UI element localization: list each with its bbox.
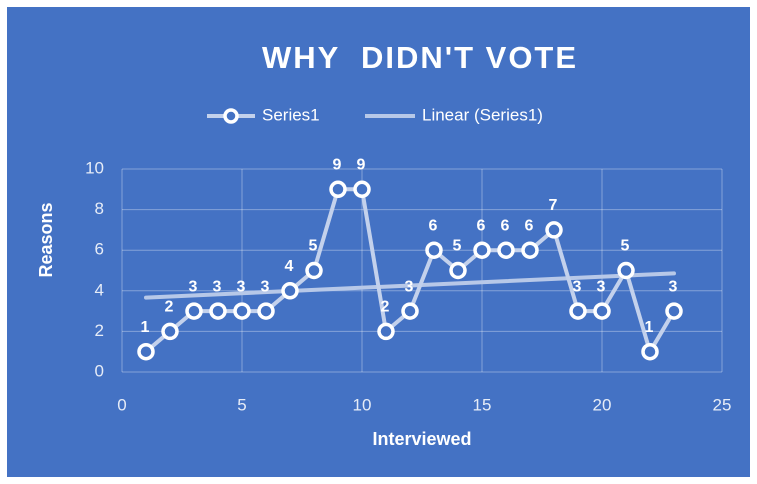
data-point <box>305 261 323 280</box>
data-label: 3 <box>261 278 270 295</box>
data-point <box>665 302 683 320</box>
data-label: 3 <box>237 278 246 295</box>
data-label: 6 <box>429 217 438 234</box>
data-label: 1 <box>645 319 654 336</box>
data-point <box>377 322 395 341</box>
data-label: 5 <box>453 238 462 255</box>
data-point <box>257 302 275 320</box>
y-tick-label: 4 <box>95 280 104 299</box>
data-label: 2 <box>381 299 390 316</box>
x-axis-label: Interviewed <box>372 429 471 449</box>
data-point <box>497 241 515 259</box>
data-label: 9 <box>357 157 366 174</box>
x-tick-label: 15 <box>473 395 492 414</box>
y-tick-label: 2 <box>95 321 104 340</box>
data-label: 3 <box>669 278 678 295</box>
data-label: 4 <box>285 258 294 275</box>
data-point <box>209 302 227 320</box>
data-point <box>353 180 371 199</box>
data-point <box>329 180 347 199</box>
x-tick-label: 20 <box>593 395 612 414</box>
data-label: 3 <box>189 278 198 295</box>
data-label: 3 <box>213 278 222 295</box>
data-label: 7 <box>549 197 558 214</box>
y-tick-label: 0 <box>95 361 104 380</box>
y-tick-label: 10 <box>85 158 104 177</box>
data-point <box>425 241 443 259</box>
data-label: 3 <box>597 278 606 295</box>
data-point <box>521 241 539 259</box>
data-label: 6 <box>477 217 486 234</box>
data-point <box>161 322 179 341</box>
data-point <box>569 302 587 320</box>
data-point <box>641 342 659 361</box>
y-tick-label: 6 <box>95 240 104 259</box>
data-point <box>137 342 155 361</box>
data-label: 3 <box>573 278 582 295</box>
data-point <box>617 261 635 280</box>
data-label: 5 <box>309 238 318 255</box>
y-axis-label: Reasons <box>36 202 56 277</box>
legend-marker <box>223 108 239 124</box>
chart-title: WHY DIDN'T VOTE <box>262 40 578 75</box>
data-point <box>545 221 563 239</box>
data-label: 1 <box>141 319 150 336</box>
data-label: 3 <box>405 278 414 295</box>
x-tick-label: 0 <box>117 395 126 414</box>
data-point <box>473 241 491 259</box>
data-label: 2 <box>165 299 174 316</box>
data-label: 9 <box>333 157 342 174</box>
data-label: 6 <box>525 217 534 234</box>
x-tick-label: 5 <box>237 395 246 414</box>
data-point <box>281 282 299 300</box>
data-point <box>449 261 467 280</box>
data-point <box>233 302 251 320</box>
chart-background <box>7 7 750 477</box>
legend-label: Linear (Series1) <box>422 105 543 124</box>
legend-label: Series1 <box>262 105 320 124</box>
data-point <box>593 302 611 320</box>
data-label: 5 <box>621 238 630 255</box>
x-tick-label: 10 <box>353 395 372 414</box>
y-tick-label: 8 <box>95 199 104 218</box>
trendline <box>144 271 676 300</box>
data-point <box>401 302 419 320</box>
data-label: 6 <box>501 217 510 234</box>
x-tick-label: 25 <box>713 395 732 414</box>
data-point <box>185 302 203 320</box>
